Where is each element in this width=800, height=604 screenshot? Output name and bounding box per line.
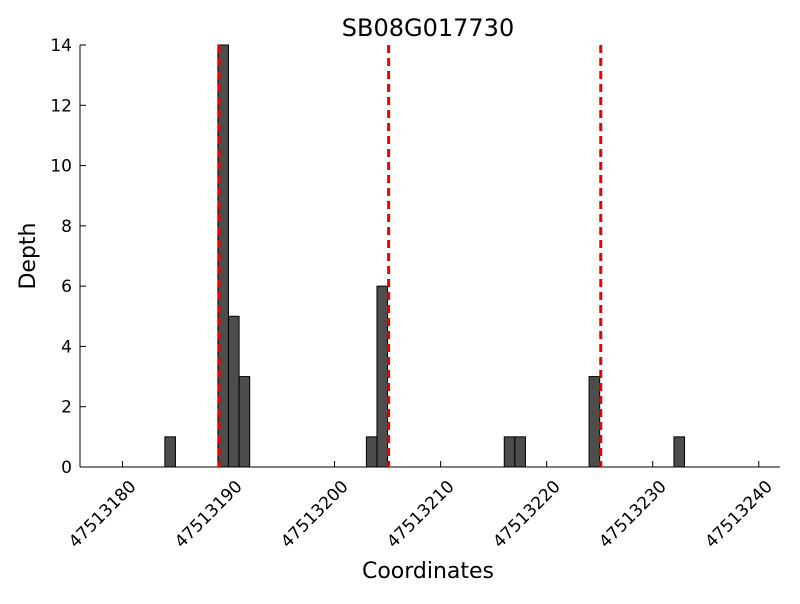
depth-bar	[164, 436, 176, 468]
depth-bar	[365, 436, 378, 468]
y-tick-label: 14	[50, 36, 72, 56]
depth-bar	[376, 285, 389, 468]
x-tick-label: 47513180	[65, 477, 140, 552]
chart-title: SB08G017730	[342, 14, 514, 42]
depth-bar	[503, 436, 516, 468]
depth-bar	[673, 436, 686, 468]
x-tick-label: 47513230	[595, 477, 670, 552]
y-tick-label: 2	[61, 398, 72, 418]
plot-area: 0 2 4 6 8 10 12 14 47513180 47513190 47513200 47513…	[50, 36, 780, 552]
y-tick-label: 4	[61, 337, 72, 357]
y-tick-label: 0	[61, 458, 72, 478]
y-tick-label: 8	[61, 217, 72, 237]
y-axis-label: Depth	[16, 222, 41, 289]
x-tick-label: 47513240	[701, 477, 776, 552]
depth-bar	[588, 376, 601, 468]
x-tick-label: 47513190	[171, 477, 246, 552]
x-tick-label: 47513200	[277, 477, 352, 552]
depth-bar	[227, 315, 240, 468]
x-tick-label: 47513210	[383, 477, 458, 552]
x-axis-label: Coordinates	[362, 559, 494, 584]
y-tick-label: 12	[50, 96, 72, 116]
depth-bar	[238, 376, 251, 468]
depth-bar	[514, 436, 526, 468]
y-tick-label: 6	[61, 277, 72, 297]
y-tick-label: 10	[50, 157, 72, 177]
x-tick-label: 47513220	[489, 477, 564, 552]
